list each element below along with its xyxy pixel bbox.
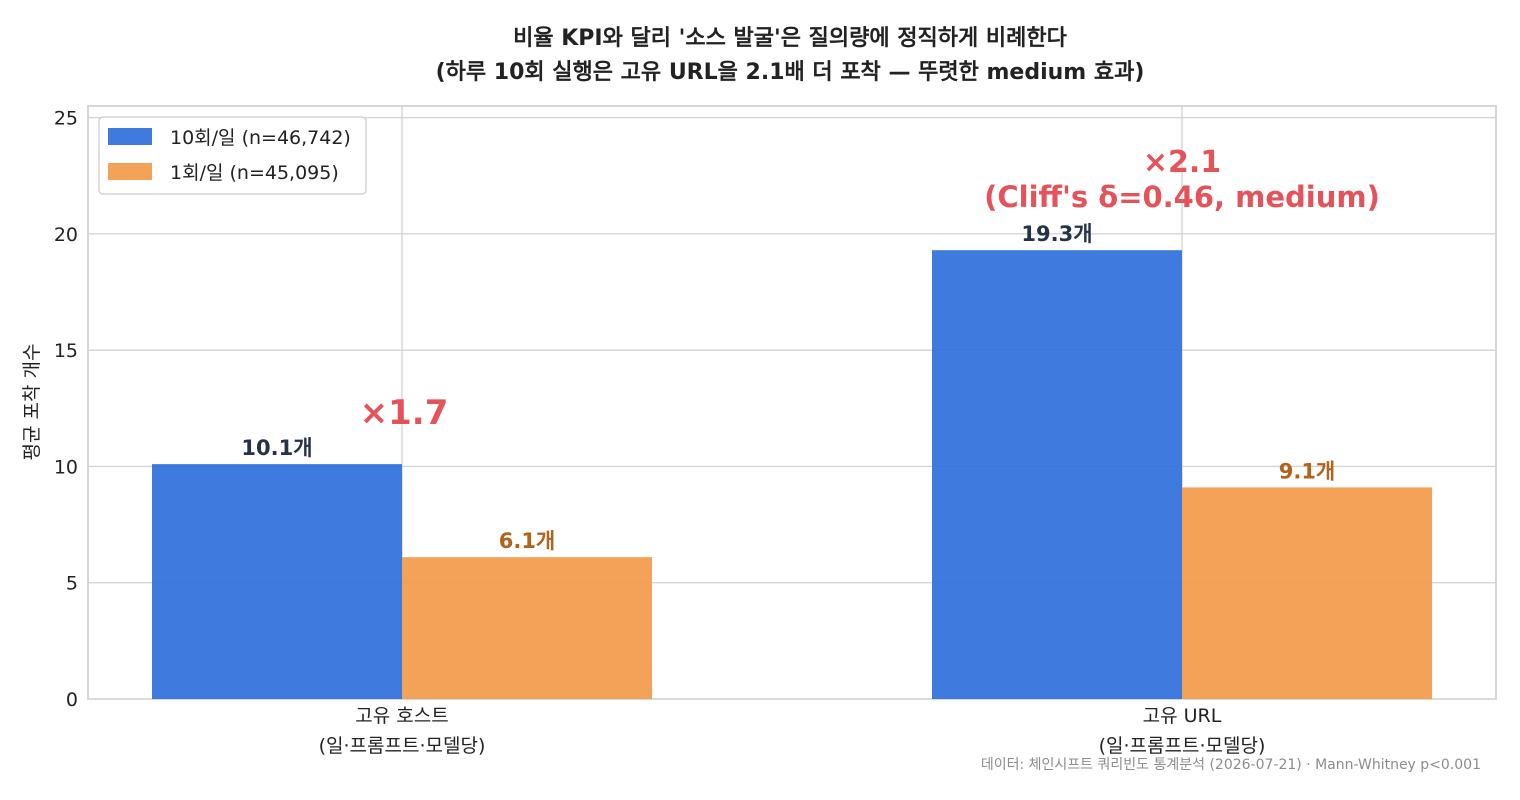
annotations: ×1.7 ×2.1(Cliff's δ=0.46, medium) — [360, 145, 1380, 433]
ratio-annotation: ×1.7 — [360, 393, 449, 433]
legend: 10회/일 (n=46,742) 1회/일 (n=45,095) — [98, 116, 367, 195]
legend-swatch — [108, 128, 152, 145]
chart-title-line-1: 비율 KPI와 달리 '소스 발굴'은 질의량에 정직하게 비례한다 — [513, 26, 1067, 51]
axes: 0 5 10 15 20 25 고유 호스트 (일·프롬프트·모델당) 고유 URL (일·프롬프… — [54, 108, 1266, 757]
bar-series-2 — [1182, 487, 1432, 699]
source-note: 데이터: 체인시프트 쿼리빈도 통계분석 (2026-07-21) · Mann… — [981, 757, 1481, 773]
bar-series-1 — [152, 464, 402, 699]
bar-value-label: 6.1개 — [499, 529, 556, 553]
y-tick-label: 25 — [54, 108, 78, 130]
legend-swatch — [108, 163, 152, 180]
bar-value-label: 9.1개 — [1279, 459, 1336, 483]
x-tick-label: (일·프롬프트·모델당) — [1099, 735, 1266, 757]
y-tick-label: 0 — [66, 689, 78, 711]
legend-box — [98, 116, 367, 195]
x-tick-label: 고유 URL — [1143, 705, 1222, 727]
x-tick-label: 고유 호스트 — [355, 705, 448, 727]
chart-title-line-2: (하루 10회 실행은 고유 URL을 2.1배 더 포착 — 뚜렷한 medi… — [436, 60, 1145, 85]
ratio-annotation: (Cliff's δ=0.46, medium) — [984, 180, 1380, 214]
legend-label: 1회/일 (n=45,095) — [170, 162, 339, 184]
bars: 10.1개 19.3개 6.1개 9.1개 — [152, 222, 1432, 699]
y-tick-label: 10 — [54, 456, 78, 478]
bar-value-label: 19.3개 — [1021, 222, 1092, 246]
ratio-annotation: ×2.1 — [1143, 145, 1221, 180]
legend-label: 10회/일 (n=46,742) — [170, 127, 351, 149]
chart-title: 비율 KPI와 달리 '소스 발굴'은 질의량에 정직하게 비례한다 (하루 1… — [436, 26, 1145, 85]
x-tick-label: (일·프롬프트·모델당) — [319, 735, 486, 757]
y-tick-label: 5 — [66, 573, 78, 595]
bar-series-2 — [402, 557, 652, 699]
y-tick-label: 15 — [54, 340, 78, 362]
y-tick-label: 20 — [54, 224, 78, 246]
bar-value-label: 10.1개 — [241, 436, 312, 460]
y-axis-label: 평균 포착 개수 — [21, 344, 43, 461]
bar-series-1 — [932, 250, 1182, 699]
